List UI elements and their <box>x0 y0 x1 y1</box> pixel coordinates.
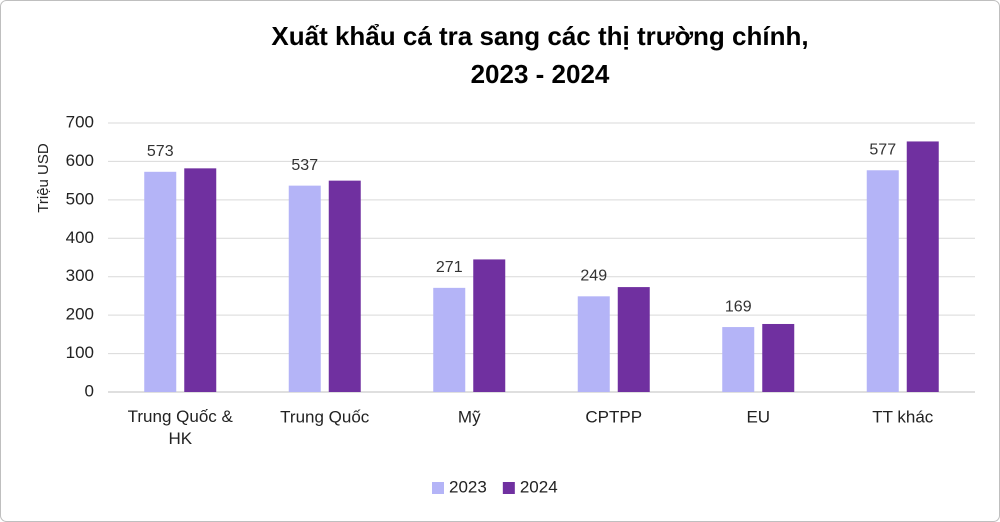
data-label: 169 <box>725 298 752 315</box>
data-label: 577 <box>869 141 896 158</box>
bar <box>184 168 217 392</box>
y-axis-label: Triệu USD <box>35 143 52 213</box>
bar <box>473 259 506 392</box>
y-tick-label: 0 <box>85 381 94 400</box>
chart-title: 2023 - 2024 <box>471 59 610 89</box>
bar <box>433 287 466 392</box>
chart-title: Xuất khẩu cá tra sang các thị trường chí… <box>271 21 808 51</box>
x-tick-label: Mỹ <box>458 407 481 426</box>
x-tick-label: CPTPP <box>585 407 642 426</box>
bar <box>906 141 939 392</box>
y-tick-label: 100 <box>66 343 94 362</box>
data-label: 249 <box>580 268 607 285</box>
bar <box>577 296 610 392</box>
data-label: 271 <box>436 259 463 276</box>
bar <box>288 185 321 392</box>
bar <box>617 287 650 392</box>
y-tick-label: 500 <box>66 189 94 208</box>
x-tick-label: Trung Quốc & HK <box>128 407 234 448</box>
x-tick-label: EU <box>746 407 770 426</box>
bar <box>762 323 795 392</box>
bar <box>866 170 899 392</box>
bar <box>144 171 177 392</box>
legend-swatch <box>502 482 515 494</box>
y-tick-label: 200 <box>66 305 94 324</box>
bar <box>328 180 361 392</box>
legend-label: 2024 <box>520 477 558 496</box>
y-tick-label: 700 <box>66 112 94 131</box>
bar <box>722 327 755 392</box>
x-tick-label: TT khác <box>872 407 934 426</box>
y-tick-label: 300 <box>66 266 94 285</box>
y-tick-label: 600 <box>66 151 94 170</box>
y-tick-label: 400 <box>66 228 94 247</box>
data-label: 537 <box>291 157 318 174</box>
x-tick-label: Trung Quốc <box>280 407 370 426</box>
data-label: 573 <box>147 143 174 160</box>
legend-label: 2023 <box>449 477 487 496</box>
legend-swatch <box>432 482 444 494</box>
